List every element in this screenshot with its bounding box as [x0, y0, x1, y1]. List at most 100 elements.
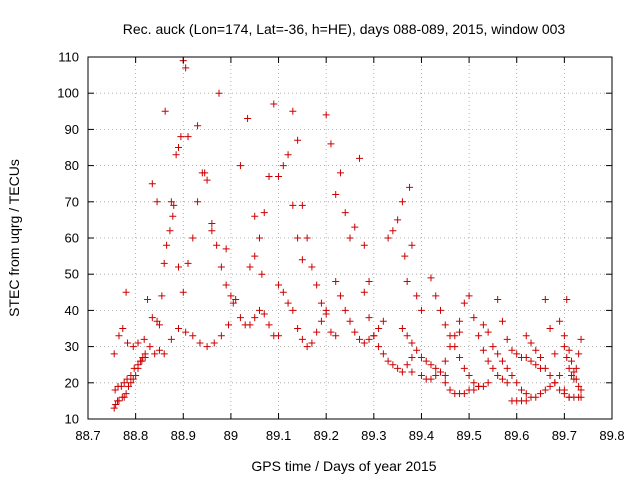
- data-point: [560, 386, 568, 394]
- data-point: [389, 361, 397, 369]
- data-point: [203, 176, 211, 184]
- data-point: [563, 296, 571, 304]
- data-point: [194, 122, 202, 130]
- data-point: [560, 332, 568, 340]
- y-tick-label: 50: [65, 267, 79, 282]
- data-point: [170, 201, 178, 209]
- data-point: [494, 372, 502, 380]
- data-point: [146, 343, 154, 351]
- data-series-18: [408, 328, 464, 383]
- data-point: [456, 353, 464, 361]
- data-point: [551, 350, 559, 358]
- data-point: [563, 353, 571, 361]
- data-point: [575, 382, 583, 390]
- data-point: [294, 136, 302, 144]
- data-point: [489, 364, 497, 372]
- data-point: [322, 111, 330, 119]
- data-point: [360, 241, 368, 249]
- data-point: [556, 317, 564, 325]
- data-point: [403, 361, 411, 369]
- chart-title: Rec. auck (Lon=174, Lat=-36, h=HE), days…: [123, 21, 566, 37]
- data-point: [332, 277, 340, 285]
- data-point: [413, 292, 421, 300]
- data-series-12: [289, 107, 340, 340]
- data-series-25: [522, 332, 573, 401]
- data-point: [470, 379, 478, 387]
- data-point: [313, 281, 321, 289]
- data-point: [265, 321, 273, 329]
- data-point: [508, 346, 516, 354]
- data-series-17: [398, 325, 449, 380]
- data-point: [532, 393, 540, 401]
- data-point: [575, 350, 583, 358]
- data-point: [572, 364, 580, 372]
- data-point: [503, 379, 511, 387]
- data-point: [160, 259, 168, 267]
- data-point: [437, 306, 445, 314]
- data-point: [498, 317, 506, 325]
- data-point: [465, 292, 473, 300]
- data-point: [484, 357, 492, 365]
- y-tick-label: 60: [65, 231, 79, 246]
- data-point: [163, 241, 171, 249]
- data-point: [229, 299, 237, 307]
- data-point: [522, 390, 530, 398]
- data-point: [489, 343, 497, 351]
- data-point: [356, 154, 364, 162]
- y-tick-label: 30: [65, 339, 79, 354]
- data-point: [244, 115, 252, 123]
- data-series-28: [560, 335, 585, 383]
- data-point: [175, 263, 183, 271]
- data-point: [537, 353, 545, 361]
- data-series-11: [275, 281, 330, 351]
- data-point: [236, 314, 244, 322]
- data-point: [570, 368, 578, 376]
- x-tick-label: 89.8: [599, 428, 624, 443]
- data-series-2: [111, 353, 149, 394]
- data-point: [210, 339, 218, 347]
- data-point: [365, 314, 373, 322]
- data-point: [134, 361, 142, 369]
- x-tick-label: 89.7: [552, 428, 577, 443]
- data-point: [398, 368, 406, 376]
- data-point: [577, 393, 585, 401]
- data-point: [537, 390, 545, 398]
- x-tick-label: 88.9: [171, 428, 196, 443]
- data-point: [115, 397, 123, 405]
- data-point: [475, 332, 483, 340]
- data-point: [398, 198, 406, 206]
- data-point: [494, 296, 502, 304]
- data-point: [127, 379, 135, 387]
- data-point: [275, 172, 283, 180]
- y-tick-label: 110: [58, 50, 79, 65]
- data-point: [222, 245, 230, 253]
- data-point: [232, 296, 240, 304]
- data-series-13: [322, 111, 373, 285]
- y-tick-label: 20: [65, 375, 79, 390]
- x-tick-label: 89.5: [456, 428, 481, 443]
- data-point: [441, 321, 449, 329]
- data-point: [336, 169, 344, 177]
- data-point: [167, 335, 175, 343]
- data-series-3: [110, 325, 163, 358]
- x-tick-label: 89.2: [314, 428, 339, 443]
- data-point: [432, 292, 440, 300]
- data-point: [417, 372, 425, 380]
- data-point: [298, 335, 306, 343]
- data-point: [117, 382, 125, 390]
- data-point: [332, 332, 340, 340]
- data-point: [503, 364, 511, 372]
- data-point: [129, 375, 137, 383]
- data-point: [503, 335, 511, 343]
- data-point: [138, 357, 146, 365]
- data-point: [541, 364, 549, 372]
- data-point: [130, 364, 138, 372]
- data-point: [346, 317, 354, 325]
- data-point: [148, 314, 156, 322]
- data-point: [246, 321, 254, 329]
- data-point: [432, 372, 440, 380]
- data-point: [508, 372, 516, 380]
- data-point: [303, 343, 311, 351]
- data-point: [124, 339, 132, 347]
